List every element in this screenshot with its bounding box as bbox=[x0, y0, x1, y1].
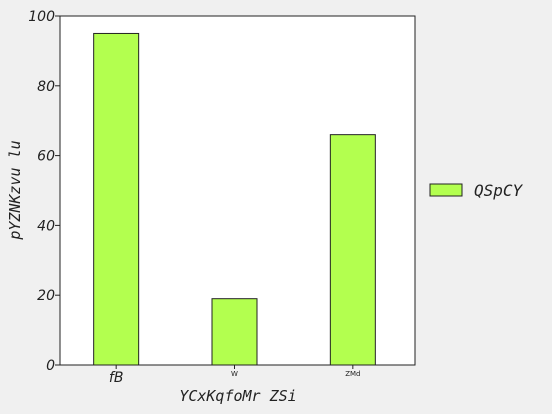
y-tick-label: 60 bbox=[37, 149, 55, 165]
x-axis-label: YCxKqfoMr ZSi bbox=[179, 387, 296, 405]
bar-W bbox=[211, 298, 258, 366]
y-tick-label: 0 bbox=[46, 358, 55, 374]
legend-label: QSpCY bbox=[474, 181, 524, 200]
y-tick-label: 20 bbox=[37, 288, 55, 304]
x-tick-label: fB bbox=[109, 370, 124, 386]
y-tick-label: 40 bbox=[37, 218, 55, 234]
legend-swatch bbox=[429, 183, 463, 197]
y-tick-label: 80 bbox=[37, 79, 55, 95]
y-axis-label: pYZNKzvu lu bbox=[6, 140, 24, 240]
y-axis: 0 20 40 60 80 100 bbox=[28, 9, 60, 374]
bar-ZMd bbox=[329, 134, 376, 366]
x-tick-label: W bbox=[231, 370, 238, 378]
bar-fB bbox=[93, 32, 140, 366]
y-tick-label: 100 bbox=[28, 9, 55, 25]
legend: QSpCY bbox=[429, 181, 524, 200]
x-axis: fB W ZMd bbox=[109, 365, 360, 386]
bar-series bbox=[93, 32, 376, 366]
x-tick-label: ZMd bbox=[345, 370, 360, 378]
